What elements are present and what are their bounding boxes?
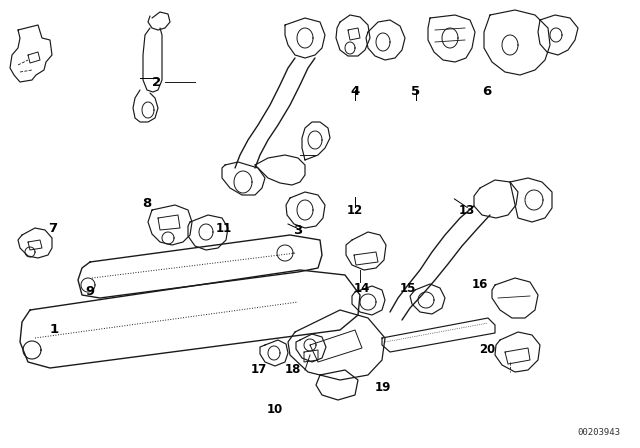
- Text: 19: 19: [374, 381, 391, 394]
- Text: 2: 2: [152, 76, 161, 90]
- Text: 14: 14: [353, 282, 370, 296]
- Text: 3: 3: [293, 224, 302, 237]
- Text: 13: 13: [459, 204, 476, 217]
- Text: 20: 20: [479, 343, 496, 356]
- Text: 1: 1: [50, 323, 59, 336]
- Text: 7: 7: [48, 222, 57, 235]
- Text: 11: 11: [216, 222, 232, 235]
- Text: 9: 9: [85, 284, 94, 298]
- Text: 8: 8: [143, 197, 152, 211]
- Text: 17: 17: [251, 363, 268, 376]
- Text: 12: 12: [347, 204, 364, 217]
- Text: 4: 4: [351, 85, 360, 99]
- Text: 16: 16: [472, 278, 488, 291]
- Text: 18: 18: [285, 363, 301, 376]
- Text: 15: 15: [400, 282, 417, 296]
- Text: 10: 10: [267, 403, 284, 417]
- Text: 5: 5: [412, 85, 420, 99]
- Text: 00203943: 00203943: [578, 428, 621, 437]
- Text: 6: 6: [482, 85, 491, 99]
